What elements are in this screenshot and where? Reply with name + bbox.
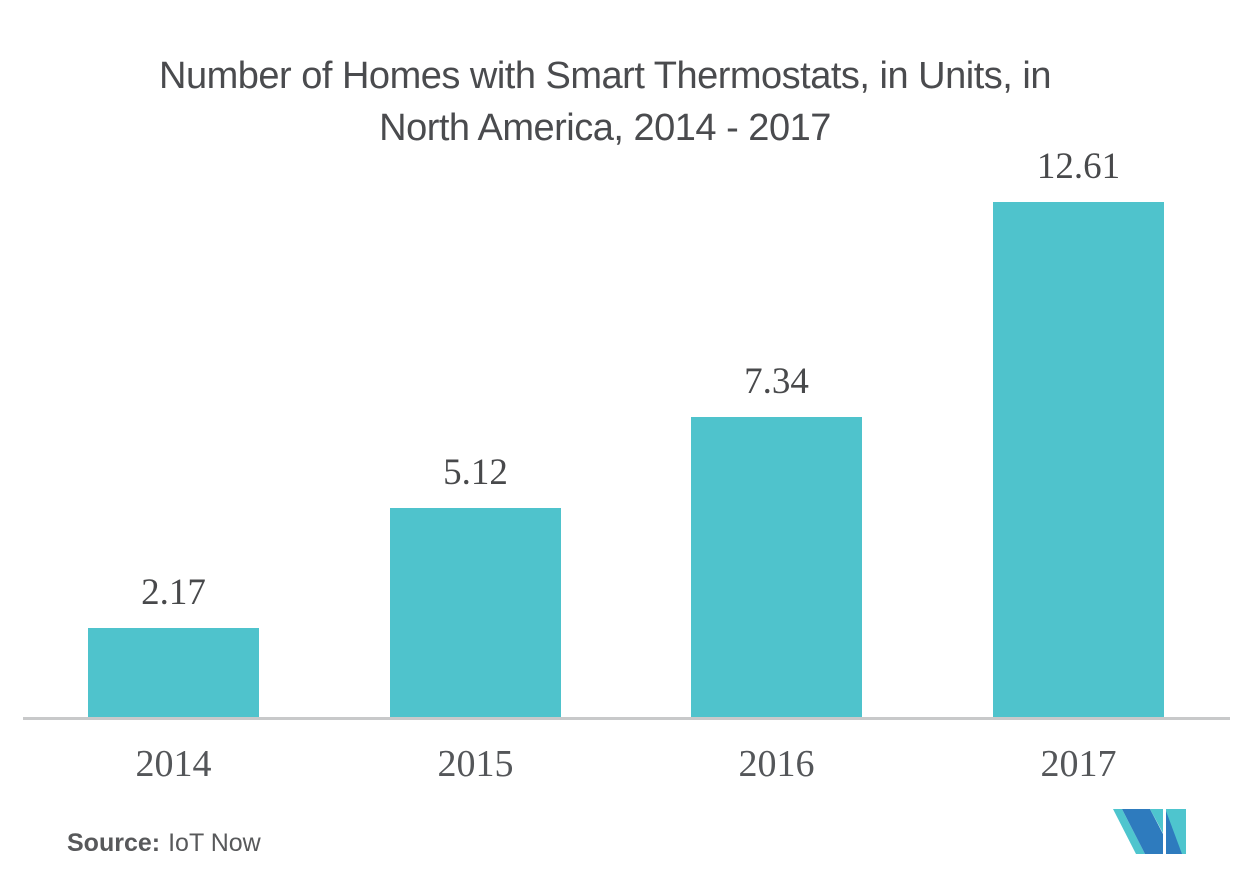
bar-value-label-2014: 2.17 xyxy=(141,572,206,613)
source-label: Source: xyxy=(67,829,161,857)
x-axis-label-2014: 2014 xyxy=(135,743,212,785)
bar-value-label-2016: 7.34 xyxy=(744,361,809,402)
source-value: IoT Now xyxy=(168,829,261,857)
bar-value-label-2017: 12.61 xyxy=(1036,146,1121,187)
x-axis-line xyxy=(23,717,1230,720)
x-axis-label-2015: 2015 xyxy=(437,743,514,785)
logo-left-teal-band xyxy=(1113,809,1145,854)
chart-title-line-1: Number of Homes with Smart Thermostats, … xyxy=(159,55,1051,97)
bar-2016 xyxy=(691,417,862,717)
chart-title-line-2: North America, 2014 - 2017 xyxy=(379,107,831,150)
bar-2015 xyxy=(390,508,561,717)
mordor-intelligence-logo xyxy=(1113,809,1186,854)
bar-2017 xyxy=(993,202,1164,717)
chart-title: Number of Homes with Smart Thermostats, … xyxy=(0,50,1210,155)
source-caption: Source: IoT Now xyxy=(67,829,261,858)
logo-mid-teal-triangle xyxy=(1150,809,1163,833)
x-axis-label-2017: 2017 xyxy=(1040,743,1117,785)
logo-right-blue-triangle xyxy=(1166,811,1182,854)
bar-value-label-2015: 5.12 xyxy=(443,452,508,493)
x-axis-label-2016: 2016 xyxy=(738,743,815,785)
bar-2014 xyxy=(88,628,259,717)
logo-blue-band xyxy=(1122,809,1163,854)
